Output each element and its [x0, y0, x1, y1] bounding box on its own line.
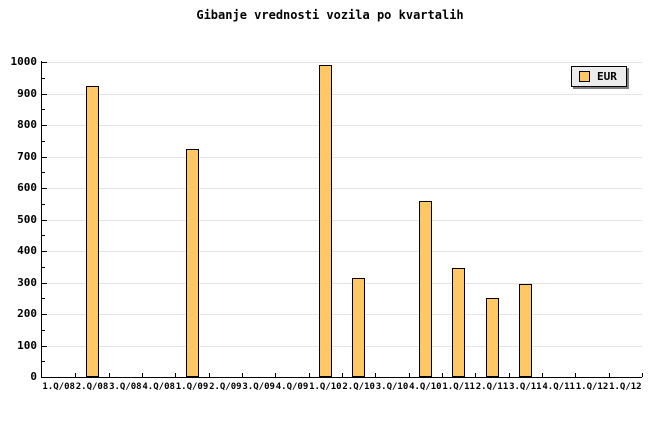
gridline [42, 188, 642, 189]
chart-title: Gibanje vrednosti vozila po kvartalih [196, 8, 464, 22]
bar-3.Q/11 [519, 284, 532, 377]
x-tick [508, 373, 510, 377]
x-tick [142, 373, 143, 377]
y-minor-tick [42, 298, 45, 300]
gridline [42, 62, 642, 63]
y-major-tick [42, 188, 47, 189]
y-tick-label: 400 [17, 244, 37, 257]
y-minor-tick [42, 172, 45, 174]
x-tick [75, 373, 77, 377]
y-major-tick [42, 282, 47, 284]
x-tick [342, 373, 343, 377]
x-tick-label: 1.Q/12 [609, 382, 642, 392]
x-tick-label: 1.Q/09 [175, 382, 209, 392]
y-tick-label: 600 [17, 181, 37, 194]
x-tick-label: 3.Q/09 [242, 382, 275, 392]
y-tick-label: 500 [17, 212, 37, 226]
y-minor-tick [42, 140, 45, 142]
bar-1.Q/10 [319, 65, 332, 377]
y-major-tick [42, 251, 47, 252]
x-axis-line [41, 377, 642, 378]
x-tick-label: 1.Q/12 [575, 382, 609, 392]
y-tick-label: 900 [17, 86, 37, 100]
gridline [42, 345, 642, 347]
gridline [42, 156, 642, 158]
x-tick-label: 4.Q/11 [542, 382, 575, 392]
y-minor-tick [42, 109, 45, 111]
x-tick-label: 4.Q/08 [142, 382, 175, 392]
y-minor-tick [42, 329, 45, 331]
x-tick-label: 2.Q/10 [342, 382, 375, 392]
gridline [42, 282, 642, 284]
y-minor-tick [42, 235, 45, 237]
gridline [42, 314, 642, 315]
x-tick-label: 3.Q/08 [109, 382, 142, 392]
x-tick-label: 2.Q/11 [475, 382, 509, 392]
x-tick [108, 373, 110, 377]
x-tick [242, 373, 243, 377]
x-tick-label: 3.Q/11 [509, 382, 542, 392]
y-tick-label: 700 [17, 149, 37, 163]
bar-1.Q/09 [186, 149, 199, 377]
x-tick-label: 4.Q/09 [275, 382, 309, 392]
x-tick [408, 373, 410, 377]
bar-1.Q/11 [452, 268, 465, 377]
bar-2.Q/08 [86, 86, 99, 377]
legend-label: EUR [597, 70, 617, 83]
legend: EUR [571, 66, 627, 87]
x-tick [208, 373, 210, 377]
x-tick-label: 1.Q/11 [442, 382, 475, 392]
y-minor-tick [42, 203, 45, 205]
y-axis-line [41, 61, 42, 378]
y-major-tick [42, 62, 47, 63]
y-major-tick [42, 156, 47, 158]
y-major-tick [42, 377, 47, 378]
y-major-tick [42, 125, 47, 126]
gridline [42, 219, 642, 221]
x-tick-label: 4.Q/10 [409, 382, 442, 392]
x-tick-label: 2.Q/09 [209, 382, 242, 392]
y-major-tick [42, 93, 47, 95]
gridline [42, 251, 642, 252]
y-tick-label: 300 [17, 275, 37, 289]
x-tick-label: 2.Q/08 [75, 382, 109, 392]
y-minor-tick [42, 266, 45, 268]
x-tick [608, 373, 610, 377]
y-tick-label: 1000 [10, 55, 38, 68]
y-major-tick [42, 219, 47, 221]
x-tick-label: 3.Q/10 [375, 382, 409, 392]
x-tick [542, 373, 543, 377]
y-tick-label: 200 [17, 307, 37, 320]
y-major-tick [42, 314, 47, 315]
x-tick-label: 1.Q/10 [309, 382, 342, 392]
x-tick [642, 373, 643, 377]
x-tick [275, 373, 277, 377]
bar-2.Q/10 [352, 278, 365, 377]
y-major-tick [42, 345, 47, 347]
y-tick-label: 800 [17, 118, 37, 131]
gridline [42, 125, 642, 126]
x-tick [475, 373, 477, 377]
y-minor-tick [42, 361, 45, 363]
x-tick [575, 373, 577, 377]
y-tick-label: 100 [17, 338, 37, 352]
x-tick-label: 1.Q/08 [42, 382, 75, 392]
gridline [42, 93, 642, 95]
bar-2.Q/11 [486, 298, 499, 377]
x-tick [442, 373, 443, 377]
bar-4.Q/10 [419, 201, 432, 377]
x-tick [175, 373, 177, 377]
x-tick [308, 373, 310, 377]
y-tick-label: 0 [30, 370, 37, 383]
x-tick [375, 373, 377, 377]
y-minor-tick [42, 77, 45, 79]
legend-swatch-eur-icon [579, 71, 590, 82]
